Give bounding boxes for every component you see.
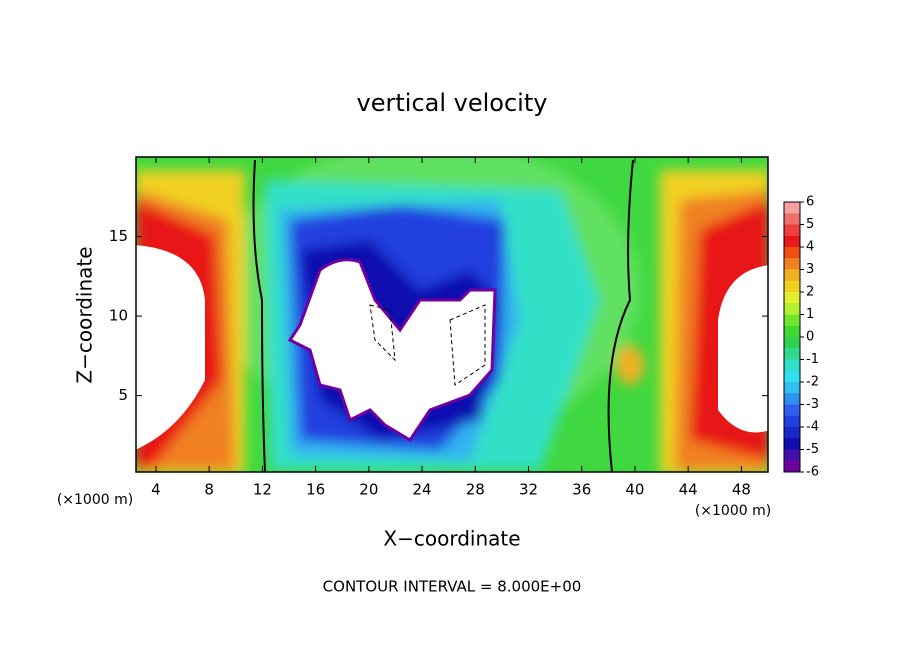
- x-tick-label: 28: [466, 481, 485, 499]
- colorbar-label: 6: [806, 195, 814, 210]
- colorbar-swatch: [784, 314, 800, 327]
- colorbar-swatch: [784, 404, 800, 417]
- colorbar-label: -3: [806, 397, 819, 412]
- x-tick-label: 16: [306, 481, 325, 499]
- colorbar-swatch: [784, 269, 800, 282]
- colorbar-label: -2: [806, 375, 819, 390]
- colorbar-swatch: [784, 247, 800, 259]
- y-tick-label: 15: [109, 227, 128, 245]
- x-tick-label: 36: [572, 481, 591, 499]
- x-tick-label: 4: [151, 481, 161, 499]
- y-tick-label: 5: [118, 386, 128, 404]
- colorbar-label: 1: [806, 307, 814, 322]
- colorbar-label: -1: [806, 352, 819, 367]
- colorbar-swatch: [784, 438, 800, 450]
- colorbar: 6 5 4 3 2 1 0 -1 -2 -3 -4 -5 -6: [783, 195, 819, 480]
- colorbar-swatch: [784, 235, 800, 248]
- x-tick-label: 12: [253, 481, 272, 499]
- colorbar-label: -6: [806, 465, 819, 480]
- chart-title: vertical velocity: [357, 89, 548, 117]
- colorbar-swatch: [784, 258, 800, 270]
- colorbar-label: 2: [806, 285, 814, 300]
- colorbar-label: 4: [806, 240, 814, 255]
- colorbar-label: -4: [806, 420, 819, 435]
- colorbar-label: -5: [806, 442, 819, 457]
- colorbar-swatch: [784, 280, 800, 293]
- x-tick-label: 44: [679, 481, 698, 499]
- colorbar-label: 0: [806, 330, 814, 345]
- contour-note: CONTOUR INTERVAL = 8.000E+00: [323, 578, 582, 596]
- colorbar-swatch: [784, 224, 800, 237]
- x-tick-label: 32: [519, 481, 538, 499]
- x-axis-label: X−coordinate: [383, 527, 520, 551]
- plot-frame: [135, 156, 769, 473]
- colorbar-swatch: [784, 213, 800, 225]
- colorbar-swatch: [784, 427, 800, 439]
- colorbar-swatch: [784, 460, 800, 473]
- x-tick-label: 24: [413, 481, 432, 499]
- colorbar-swatch: [784, 202, 800, 214]
- colorbar-swatch: [784, 359, 800, 372]
- x-tick-label: 48: [732, 481, 751, 499]
- x-tick-label: 8: [204, 481, 214, 499]
- y-axis-label: Z−coordinate: [73, 246, 97, 383]
- colorbar-swatch: [784, 337, 800, 349]
- x-tick-label: 40: [625, 481, 644, 499]
- colorbar-label: 5: [806, 217, 814, 232]
- colorbar-swatch: [784, 382, 800, 394]
- colorbar-swatch: [784, 292, 800, 304]
- colorbar-swatch: [784, 393, 800, 405]
- colorbar-swatch: [784, 325, 800, 338]
- colorbar-swatch: [784, 415, 800, 428]
- x-unit-label: (×1000 m): [695, 503, 771, 519]
- y-tick-label: 10: [109, 307, 128, 325]
- colorbar-label: 3: [806, 262, 814, 277]
- colorbar-swatch: [784, 303, 800, 315]
- colorbar-swatch: [784, 370, 800, 383]
- colorbar-swatch: [784, 449, 800, 462]
- contour-field: [136, 157, 768, 472]
- x-unit-label: (×1000 m): [57, 492, 133, 508]
- x-tick-label: 20: [359, 481, 378, 499]
- colorbar-swatch: [784, 348, 800, 360]
